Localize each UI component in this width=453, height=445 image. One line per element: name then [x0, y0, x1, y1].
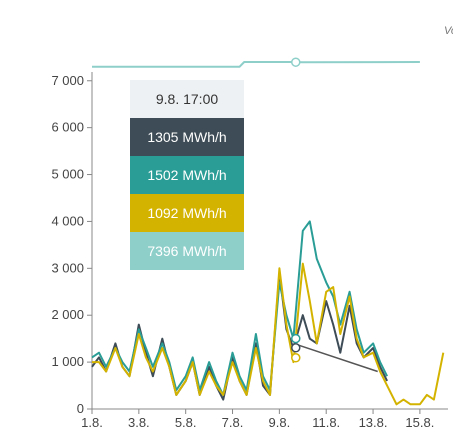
x-tick-label: 7.8.: [222, 415, 244, 430]
chart-series: [91, 57, 445, 406]
hover-marker-light: [291, 57, 301, 67]
y-tick-label: 5 000: [51, 167, 84, 182]
y-tick-label: 2 000: [51, 307, 84, 322]
series-line-yellow: [92, 262, 445, 406]
y-tick-label: 4 000: [51, 213, 84, 228]
x-tick-label: 3.8.: [128, 415, 150, 430]
corner-label: Vo: [444, 25, 453, 37]
y-tick-label: 3 000: [51, 260, 84, 275]
y-tick-label: 7 000: [51, 73, 84, 88]
y-tick-label: 6 000: [51, 120, 84, 135]
chart-axes: [87, 72, 448, 414]
chart-labels: 0 1 000 2 000 3 000 4 000 5 000 6 000 7 000 1.8.…: [51, 73, 434, 430]
tooltip-value-row: 1092 MWh/h: [130, 194, 244, 232]
x-tick-label: 9.8.: [269, 415, 291, 430]
y-tick-label: 1 000: [51, 354, 84, 369]
chart-tooltip: 9.8. 17:00 1305 MWh/h 1502 MWh/h 1092 MW…: [130, 80, 244, 270]
tooltip-value-row: 1305 MWh/h: [130, 118, 244, 156]
series-line-gray_line: [293, 342, 378, 373]
hover-marker-dark: [291, 343, 301, 353]
tooltip-value-row: 1502 MWh/h: [130, 156, 244, 194]
y-tick-label: 0: [77, 401, 84, 416]
hover-marker-teal: [291, 333, 301, 344]
tooltip-time: 9.8. 17:00: [130, 80, 244, 118]
x-tick-label: 13.8.: [359, 415, 388, 430]
x-tick-label: 11.8.: [312, 415, 340, 430]
x-tick-label: 15.8.: [405, 415, 434, 430]
series-line-light: [92, 61, 420, 68]
x-tick-label: 1.8.: [81, 415, 103, 430]
hover-marker-yellow: [291, 353, 301, 363]
x-tick-label: 5.8.: [175, 415, 197, 430]
tooltip-value-row: 7396 MWh/h: [130, 232, 244, 270]
